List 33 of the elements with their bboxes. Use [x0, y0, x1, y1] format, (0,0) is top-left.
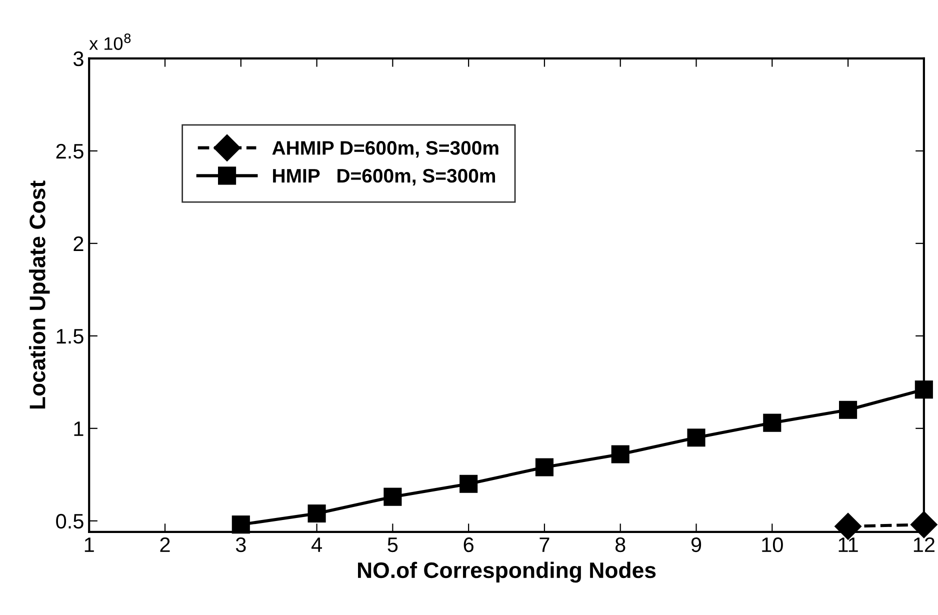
point — [535, 458, 554, 476]
point — [384, 488, 402, 506]
x-tick-label: 4 — [311, 538, 322, 552]
y-tick-label: 2.5 — [56, 144, 84, 159]
point — [910, 511, 938, 538]
point — [460, 474, 478, 493]
legend-label: AHMIP D=600m, S=300m — [272, 141, 498, 158]
y-tick-label: 0.5 — [56, 514, 84, 529]
text: x 10$^{8}$ — [89, 34, 131, 50]
legend-label: HMIP D=600m, S=300m — [273, 168, 496, 186]
x-tick-label: 1 — [84, 538, 94, 552]
x-tick-label: 12 — [914, 537, 934, 552]
point — [687, 428, 706, 447]
y-tick-label: 3 — [73, 51, 84, 66]
x-tick-label: 10 — [762, 537, 783, 552]
y-tick-label: 1.5 — [56, 329, 84, 344]
x-tick-label: 8 — [615, 537, 626, 552]
point — [232, 516, 250, 534]
x-tick-label: 2 — [160, 537, 170, 552]
x-tick-label: 9 — [691, 537, 702, 552]
y-tick-label: 2 — [74, 236, 84, 251]
point — [611, 445, 630, 464]
point — [763, 414, 782, 432]
x-tick-label: 11 — [838, 538, 858, 552]
x-tick-label: 7 — [540, 538, 550, 552]
y-tick-label: 1 — [74, 422, 84, 436]
x-tick-label: 6 — [464, 537, 474, 552]
x-axis-title: NO.of Corresponding Nodes — [358, 562, 656, 583]
point — [308, 504, 326, 523]
x-tick-label: 3 — [236, 537, 246, 552]
x-tick-label: 5 — [388, 538, 398, 552]
point — [839, 400, 858, 419]
y-axis-title: Location Update Cost — [29, 180, 50, 409]
